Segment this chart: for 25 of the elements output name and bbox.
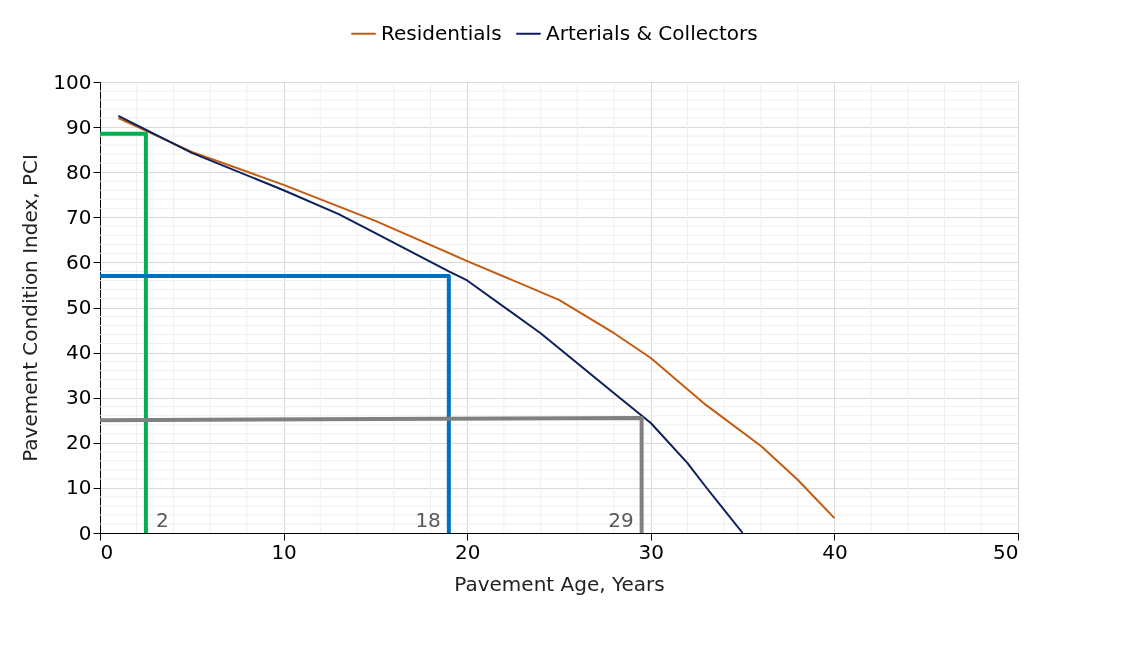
y-tick-label: 30 [66, 385, 92, 410]
y-tick-label: 100 [53, 69, 92, 94]
y-tick-label: 50 [66, 295, 92, 319]
x-tick-label: 40 [822, 539, 848, 564]
x-tick-label: 30 [638, 539, 665, 564]
legend-label: Residentials [381, 20, 502, 45]
x-tick-label: 20 [454, 539, 481, 564]
y-tick-label: 40 [66, 340, 92, 365]
y-axis-title: Pavement Condition Index, PCI [18, 154, 43, 462]
x-axis-title: Pavement Age, Years [454, 571, 665, 596]
y-tick-label: 90 [66, 114, 92, 139]
line-series [117, 114, 744, 534]
y-tick-label: 60 [66, 249, 92, 274]
y-tick-label: 10 [66, 475, 92, 500]
y-tick-label: 80 [66, 159, 92, 184]
annotation: 2 [155, 508, 169, 532]
legend-label: Arterials & Collectors [546, 20, 758, 45]
annotation: 18 [415, 508, 441, 532]
y-tick-label: 70 [66, 204, 92, 229]
y-tick-label: 0 [78, 520, 92, 545]
annotation: 29 [608, 508, 634, 532]
x-tick-label: 50 [993, 539, 1019, 564]
x-tick-label: 0 [100, 539, 114, 564]
y-tick-label: 20 [66, 430, 92, 455]
x-tick-label: 10 [271, 539, 297, 564]
